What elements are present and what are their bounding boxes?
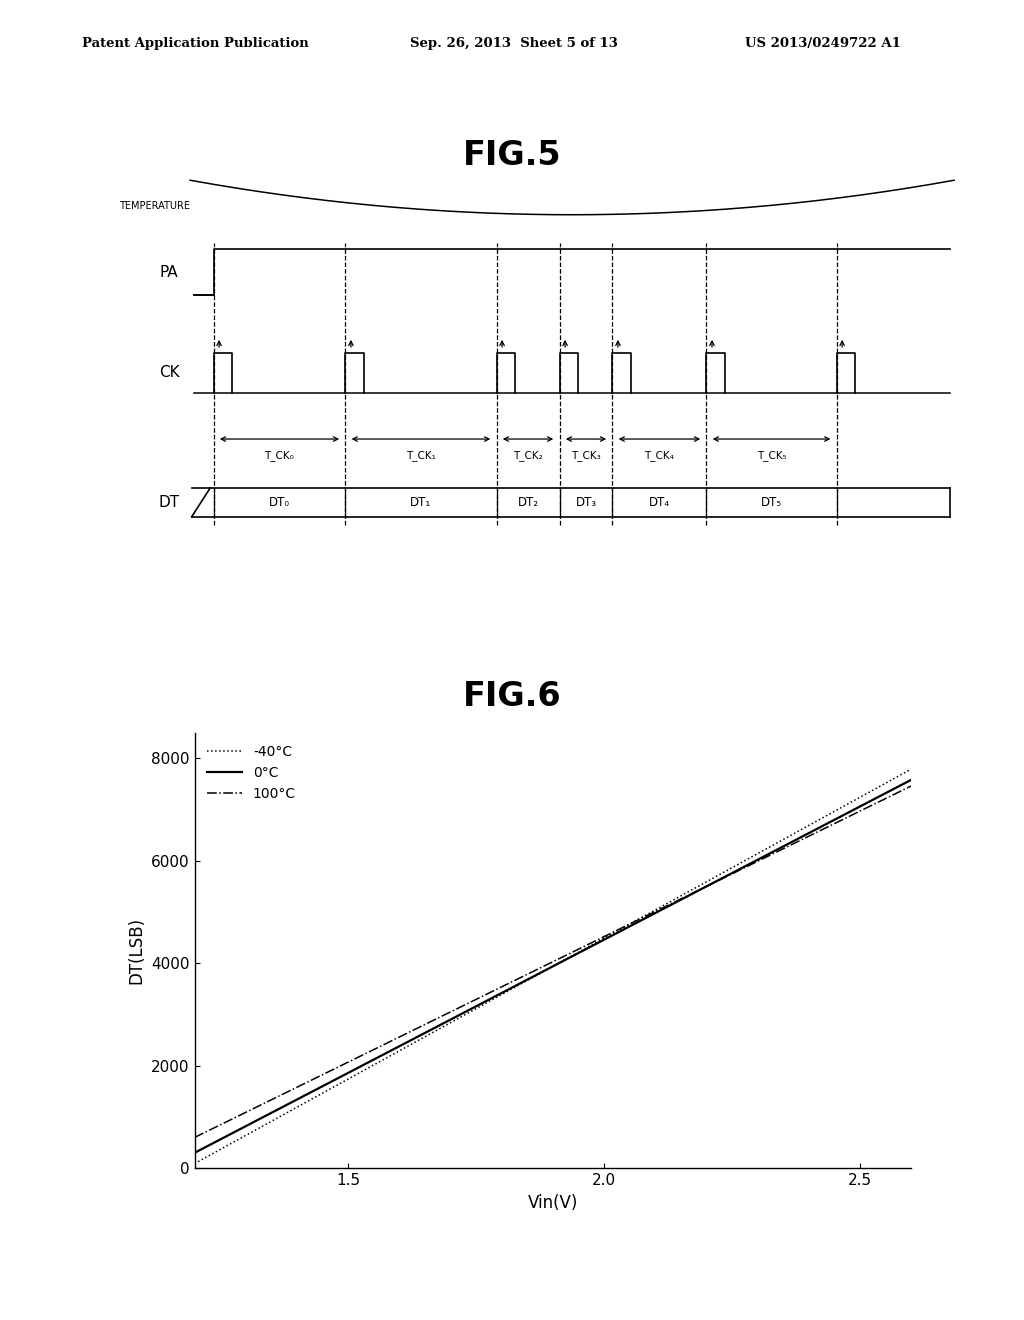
Text: DT₁: DT₁ bbox=[411, 496, 431, 508]
Text: T_CK₂: T_CK₂ bbox=[513, 450, 543, 461]
Text: T_CK₀: T_CK₀ bbox=[264, 450, 295, 461]
Text: DT₀: DT₀ bbox=[269, 496, 290, 508]
-40°C bbox=[710, 869, 722, 884]
Text: DT₅: DT₅ bbox=[761, 496, 782, 508]
Text: PA: PA bbox=[160, 265, 178, 280]
Text: FIG.6: FIG.6 bbox=[463, 680, 561, 713]
0°C bbox=[472, 997, 484, 1012]
-40°C bbox=[188, 1156, 201, 1172]
Line: 100°C: 100°C bbox=[195, 785, 911, 1138]
Text: CK: CK bbox=[159, 366, 179, 380]
0°C bbox=[710, 874, 722, 890]
100°C bbox=[639, 908, 651, 924]
-40°C bbox=[639, 907, 651, 923]
100°C bbox=[905, 777, 918, 793]
Line: 0°C: 0°C bbox=[195, 780, 911, 1152]
Text: Patent Application Publication: Patent Application Publication bbox=[82, 37, 308, 50]
100°C bbox=[710, 874, 722, 890]
Text: T_CK₃: T_CK₃ bbox=[571, 450, 601, 461]
-40°C bbox=[422, 1027, 434, 1043]
100°C bbox=[706, 875, 718, 891]
Text: T_CK₅: T_CK₅ bbox=[757, 450, 786, 461]
-40°C bbox=[706, 871, 718, 887]
Text: Sep. 26, 2013  Sheet 5 of 13: Sep. 26, 2013 Sheet 5 of 13 bbox=[410, 37, 617, 50]
100°C bbox=[274, 1088, 287, 1104]
X-axis label: Vin(V): Vin(V) bbox=[527, 1193, 579, 1212]
0°C bbox=[905, 772, 918, 788]
Text: US 2013/0249722 A1: US 2013/0249722 A1 bbox=[745, 37, 901, 50]
0°C bbox=[422, 1023, 434, 1039]
Text: T_CK₄: T_CK₄ bbox=[644, 450, 675, 461]
-40°C bbox=[905, 762, 918, 777]
Text: TEMPERATURE: TEMPERATURE bbox=[119, 201, 189, 211]
0°C bbox=[274, 1100, 287, 1115]
-40°C bbox=[472, 999, 484, 1015]
100°C bbox=[472, 990, 484, 1006]
100°C bbox=[422, 1015, 434, 1031]
Legend: -40°C, 0°C, 100°C: -40°C, 0°C, 100°C bbox=[202, 739, 302, 807]
Text: DT₃: DT₃ bbox=[575, 496, 597, 508]
Text: DT₄: DT₄ bbox=[649, 496, 670, 508]
Text: DT: DT bbox=[159, 495, 179, 510]
Y-axis label: DT(LSB): DT(LSB) bbox=[128, 917, 145, 983]
0°C bbox=[706, 875, 718, 891]
Text: T_CK₁: T_CK₁ bbox=[407, 450, 436, 461]
100°C bbox=[188, 1130, 201, 1146]
-40°C bbox=[274, 1109, 287, 1125]
0°C bbox=[639, 911, 651, 927]
0°C bbox=[188, 1144, 201, 1160]
Text: DT₂: DT₂ bbox=[517, 496, 539, 508]
Line: -40°C: -40°C bbox=[195, 770, 911, 1164]
Text: FIG.5: FIG.5 bbox=[463, 139, 561, 172]
